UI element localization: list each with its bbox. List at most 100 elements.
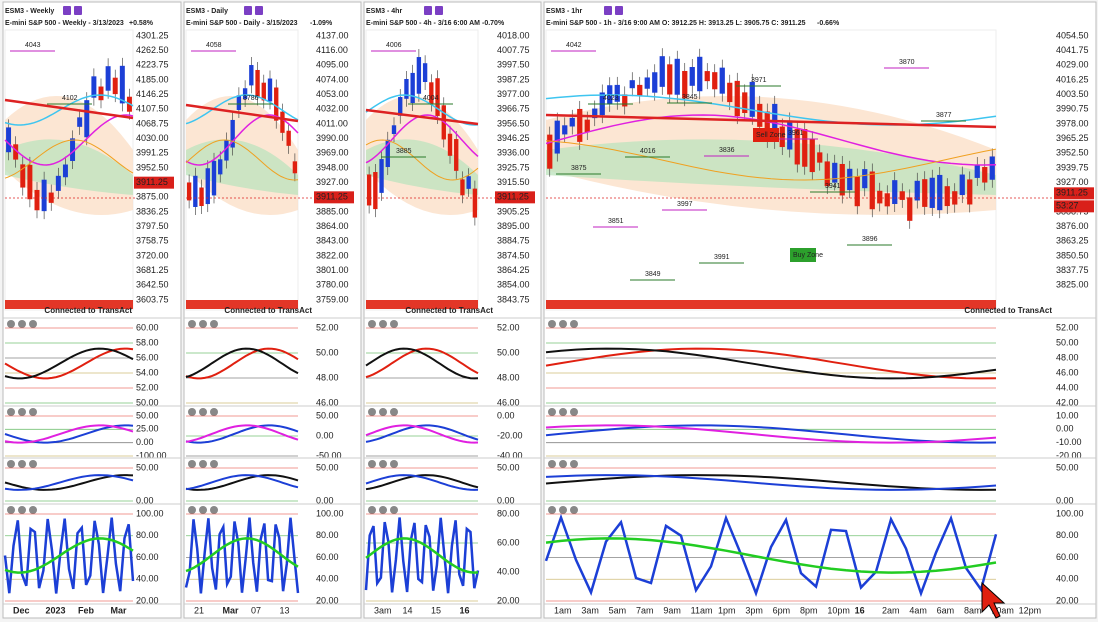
candle [6, 127, 12, 153]
indicator-tick-label: 46.00 [316, 397, 339, 407]
indicator-line [185, 347, 299, 380]
indicator-tick-label: 42.00 [1056, 397, 1079, 407]
time-label: 8am [964, 605, 982, 615]
candle [704, 71, 710, 82]
indicator-tick-label: 54.00 [136, 367, 159, 377]
indicator-tick-label: 60.00 [136, 322, 159, 332]
price-tick-label: 3969.00 [316, 148, 349, 158]
last-price: 53:27 [1056, 201, 1079, 211]
annotation: 4006 [386, 42, 402, 49]
price-tick-label: 3905.25 [497, 206, 530, 216]
volume-strip [5, 300, 133, 309]
annotation: 4058 [206, 42, 222, 49]
tool-icon [199, 320, 207, 328]
candle [112, 77, 118, 95]
annotation: 3991 [714, 254, 730, 261]
candle [982, 167, 988, 183]
annotation: 3997 [677, 201, 693, 208]
candle [366, 174, 372, 206]
candle [34, 189, 40, 211]
indicator-tick-label: 50.00 [316, 410, 339, 420]
indicator-line [185, 424, 299, 443]
candle [292, 161, 298, 174]
indicator-tick-label: 40.00 [1056, 574, 1079, 584]
tool-icon [29, 320, 37, 328]
candle [119, 65, 125, 104]
indicator-tick-label: 80.00 [497, 508, 520, 518]
time-label: 11am [691, 605, 713, 615]
candle [832, 162, 838, 183]
tool-icon [570, 408, 578, 416]
price-tick-label: 4041.75 [1056, 45, 1089, 55]
annotation: 3870 [899, 59, 915, 66]
tool-icon [199, 460, 207, 468]
candle [422, 63, 428, 83]
indicator-line [365, 474, 479, 491]
candle [682, 70, 688, 99]
description: E-mini S&P 500 - 4h - 3/16 6:00 AM [366, 20, 480, 27]
price-tick-label: 3759.00 [316, 294, 349, 304]
price-tick-label: 3875.00 [136, 192, 169, 202]
price-tick-label: 3797.50 [136, 221, 169, 231]
tool-icon [7, 408, 15, 416]
price-tick-label: 3837.75 [1056, 265, 1089, 275]
time-label: 3am [581, 605, 599, 615]
indicator-tick-label: 52.00 [497, 322, 520, 332]
connection-status: Connected to TransAct [964, 306, 1052, 315]
candle [892, 180, 898, 204]
candle [847, 168, 853, 191]
indicator-tick-label: 80.00 [136, 530, 159, 540]
candle [802, 129, 808, 167]
last-price-box [314, 191, 354, 204]
last-price-box [134, 176, 174, 189]
volume-strip [366, 300, 478, 309]
time-label: 10am [991, 605, 1014, 615]
indicator-line [364, 517, 480, 594]
tool-icon [368, 460, 376, 468]
price-tick-label: 4054.50 [1056, 30, 1089, 40]
indicator-line [545, 537, 997, 574]
time-label: Feb [78, 605, 95, 615]
indicator-tick-label: 0.00 [136, 437, 154, 447]
price-tick-label: 3966.75 [497, 104, 530, 114]
candle [637, 84, 643, 96]
indicator-tick-label: 48.00 [497, 372, 520, 382]
indicator-tick-label: -40.00 [497, 450, 523, 460]
time-label: 6pm [773, 605, 791, 615]
tool-icon [548, 506, 556, 514]
candle [659, 56, 665, 87]
price-tick-label: 4262.50 [136, 45, 169, 55]
connection-status: Connected to TransAct [405, 306, 493, 315]
candle [416, 57, 422, 94]
candle [839, 163, 845, 196]
annotation: 4102 [62, 95, 78, 102]
description: E-mini S&P 500 - Weekly - 3/13/2023 [5, 20, 124, 27]
study-line [185, 139, 299, 181]
price-tick-label: 4137.00 [316, 30, 349, 40]
price-tick-label: 3952.50 [136, 162, 169, 172]
indicator-tick-label: -50.00 [316, 450, 342, 460]
price-tick-label: 4095.00 [316, 60, 349, 70]
indicator-line [184, 517, 300, 594]
study-line [365, 114, 479, 164]
badge [74, 6, 82, 15]
candle [719, 67, 725, 94]
candle [447, 133, 453, 156]
indicator-tick-label: 20.00 [497, 595, 520, 605]
price-tick-label: 3843.75 [497, 294, 530, 304]
last-price-box [1054, 187, 1094, 200]
candle [937, 174, 943, 211]
time-label: 3am [374, 605, 392, 615]
indicator-line [545, 424, 997, 444]
indicator-tick-label: 50.00 [136, 410, 159, 420]
price-tick-label: 4116.00 [316, 45, 348, 55]
candle [41, 179, 47, 212]
annotation: 4016 [640, 148, 656, 155]
symbol: ESM3 - Weekly [5, 8, 54, 15]
tool-icon [18, 506, 26, 514]
indicator-tick-label: 40.00 [316, 574, 339, 584]
last-price: 3911.25 [136, 177, 168, 187]
price-tick-label: 3863.25 [1056, 236, 1089, 246]
indicator-line [545, 424, 997, 444]
time-label: 6am [937, 605, 955, 615]
